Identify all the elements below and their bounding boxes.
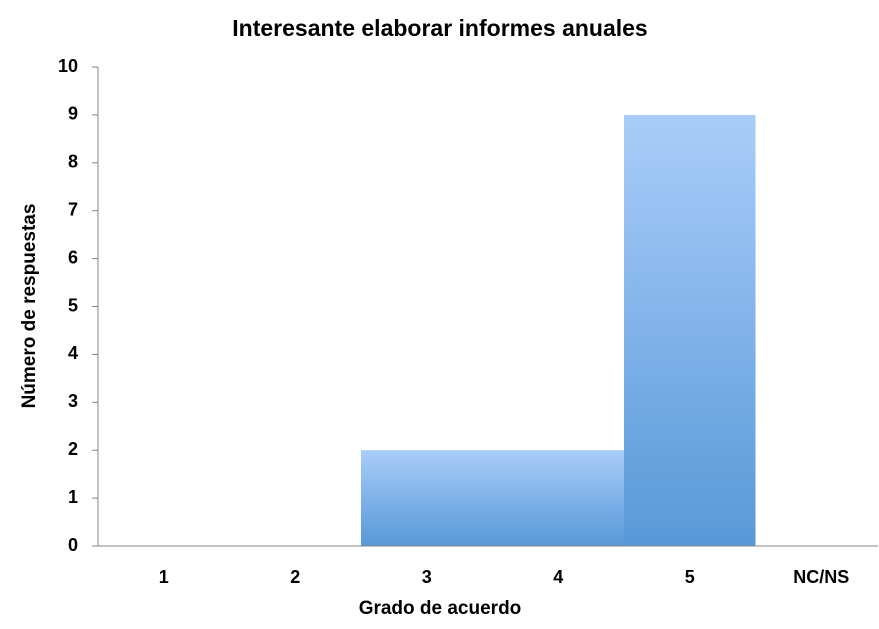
y-tick-label: 10 xyxy=(58,56,78,76)
x-tick-label: 3 xyxy=(422,567,432,587)
y-tick-label: 5 xyxy=(68,295,78,315)
y-axis-label: Número de respuestas xyxy=(19,204,40,409)
x-axis-label: Grado de acuerdo xyxy=(359,598,522,619)
bar xyxy=(624,114,756,547)
bar xyxy=(492,450,624,546)
x-tick-label: 1 xyxy=(159,567,169,587)
y-tick-label: 0 xyxy=(68,535,78,555)
y-tick-label: 1 xyxy=(68,487,78,507)
y-tick-label: 7 xyxy=(68,199,78,219)
y-tick-label: 4 xyxy=(68,343,78,363)
x-tick-label: NC/NS xyxy=(793,567,849,587)
y-tick-label: 3 xyxy=(68,391,78,411)
y-tick-label: 9 xyxy=(68,104,78,124)
y-tick-label: 8 xyxy=(68,152,78,172)
y-tick-label: 2 xyxy=(68,439,78,459)
x-tick-label: 5 xyxy=(685,567,695,587)
x-tick-label: 2 xyxy=(290,567,300,587)
x-tick-label: 4 xyxy=(553,567,563,587)
bar xyxy=(361,450,493,546)
y-tick-label: 6 xyxy=(68,247,78,267)
chart-title: Interesante elaborar informes anuales xyxy=(232,15,647,41)
